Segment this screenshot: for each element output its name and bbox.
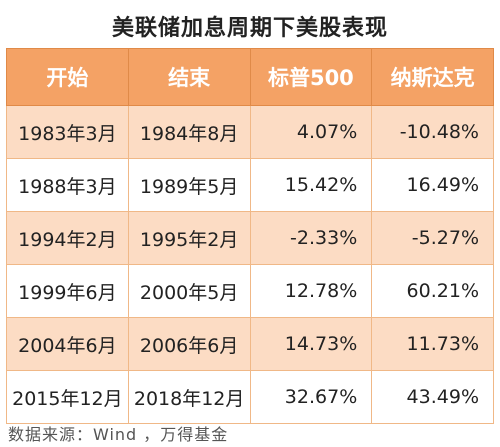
header-end: 结束 (127, 48, 251, 106)
cell-end: 1984年8月 (127, 105, 251, 159)
cell-nasdaq: 43.49% (371, 370, 494, 424)
table-row: 1988年3月 1989年5月 15.42% 16.49% (6, 158, 494, 212)
header-sp500: 标普500 (249, 48, 373, 106)
cell-end: 2006年6月 (127, 317, 251, 371)
cell-sp500: 12.78% (249, 264, 373, 318)
header-row: 开始 结束 标普500 纳斯达克 (6, 48, 494, 106)
cell-nasdaq: -5.27% (371, 211, 494, 265)
table-row: 1983年3月 1984年8月 4.07% -10.48% (6, 105, 494, 159)
table-row: 1994年2月 1995年2月 -2.33% -5.27% (6, 211, 494, 265)
cell-sp500: 32.67% (249, 370, 373, 424)
cell-end: 2018年12月 (127, 370, 251, 424)
data-table-container: 开始 结束 标普500 纳斯达克 1983年3月 1984年8月 4.07% -10.… (6, 48, 494, 424)
data-table: 开始 结束 标普500 纳斯达克 1983年3月 1984年8月 4.07% -10.… (6, 48, 494, 424)
cell-nasdaq: 60.21% (371, 264, 494, 318)
table-row: 2004年6月 2006年6月 14.73% 11.73% (6, 317, 494, 371)
table-row: 2015年12月 2018年12月 32.67% 43.49% (6, 370, 494, 424)
cell-nasdaq: 11.73% (371, 317, 494, 371)
cell-nasdaq: 16.49% (371, 158, 494, 212)
cell-start: 2004年6月 (6, 317, 129, 371)
chart-title: 美联储加息周期下美股表现 (111, 16, 388, 41)
data-source-note: 数据来源：Wind ，万得基金 (8, 425, 229, 444)
cell-end: 1995年2月 (127, 211, 251, 265)
cell-start: 1983年3月 (6, 105, 129, 159)
cell-start: 1999年6月 (6, 264, 129, 318)
table-body: 1983年3月 1984年8月 4.07% -10.48% 1988年3月 1989年5月… (6, 105, 494, 424)
table-row: 1999年6月 2000年5月 12.78% 60.21% (6, 264, 494, 318)
cell-sp500: -2.33% (249, 211, 373, 265)
cell-end: 2000年5月 (127, 264, 251, 318)
cell-nasdaq: -10.48% (371, 105, 494, 159)
cell-sp500: 4.07% (249, 105, 373, 159)
cell-start: 2015年12月 (6, 370, 129, 424)
header-nasdaq: 纳斯达克 (371, 48, 494, 106)
cell-start: 1988年3月 (6, 158, 129, 212)
cell-start: 1994年2月 (6, 211, 129, 265)
cell-sp500: 15.42% (249, 158, 373, 212)
header-start: 开始 (6, 48, 129, 106)
cell-end: 1989年5月 (127, 158, 251, 212)
cell-sp500: 14.73% (249, 317, 373, 371)
